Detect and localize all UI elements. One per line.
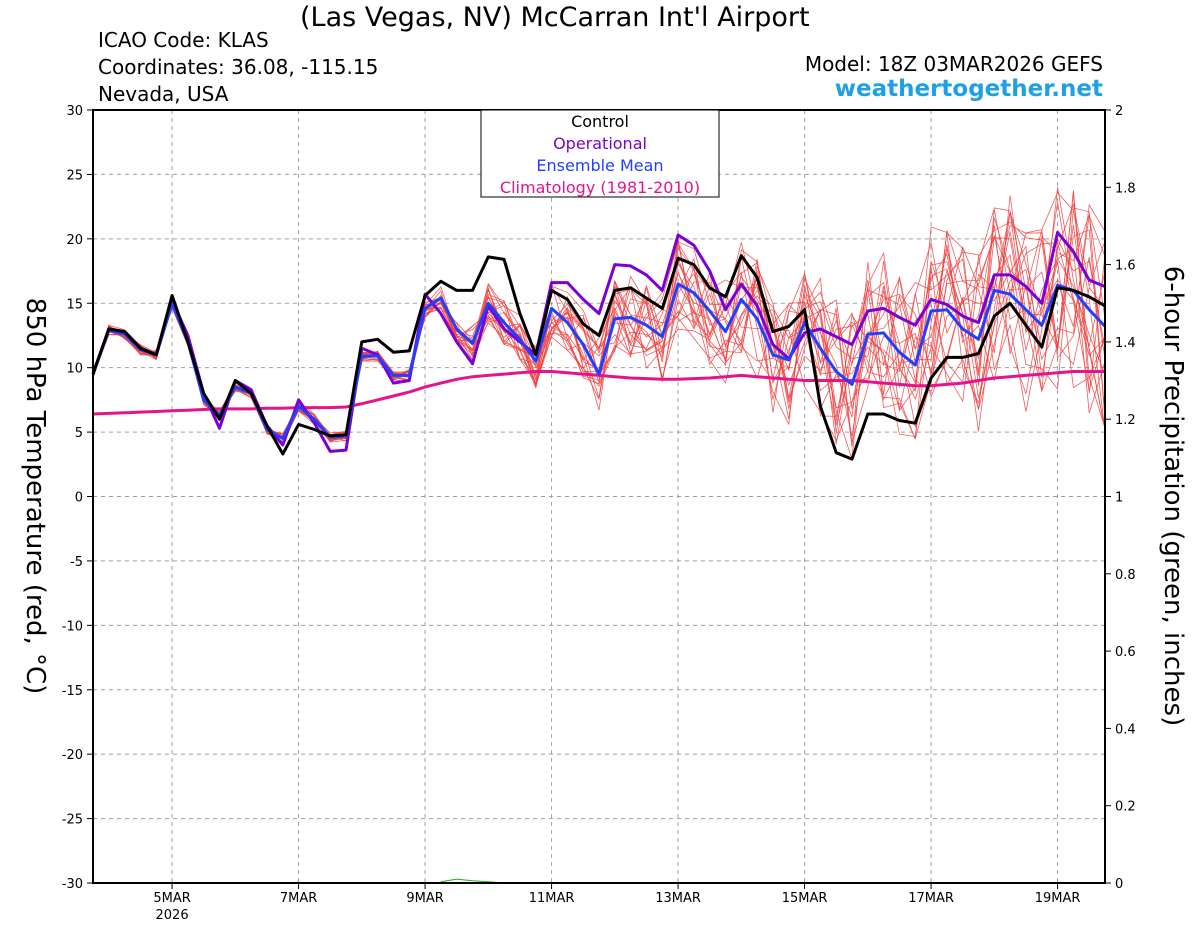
y-tick-label: 0 [75, 491, 83, 506]
legend-entry: Operational [553, 134, 647, 153]
y-tick-label: 30 [66, 104, 83, 119]
legend: Control Operational Ensemble Mean Climatolo… [480, 109, 720, 198]
y-tick-label: 25 [66, 168, 83, 183]
brand-link[interactable]: weathertogether.net [834, 76, 1103, 102]
x-tick-label: 9MAR [406, 891, 443, 906]
y2-tick-label: 0.2 [1115, 800, 1136, 815]
y-tick-label: -30 [62, 877, 83, 892]
coordinates: Coordinates: 36.08, -115.15 [98, 55, 379, 79]
y-tick-label: 5 [75, 426, 83, 441]
main-series [91, 230, 1107, 461]
y-ticks-right: 2 1.8 1.6 1.4 1.2 1 0.8 0.6 0.4 0.2 0 [1105, 104, 1136, 892]
legend-box [480, 109, 720, 198]
y2-tick-label: 1.4 [1115, 336, 1136, 351]
y-tick-label: 15 [66, 297, 83, 312]
x-tick-year: 2026 [156, 908, 189, 923]
x-tick-label: 19MAR [1035, 891, 1081, 906]
x-tick-label: 5MAR [153, 891, 190, 906]
y-tick-label: -20 [62, 748, 83, 763]
legend-entry: Ensemble Mean [536, 156, 663, 175]
chart-title: (Las Vegas, NV) McCarran Int'l Airport [300, 2, 810, 33]
y2-tick-label: 1.6 [1115, 259, 1136, 274]
x-tick-label: 11MAR [529, 891, 575, 906]
y2-tick-label: 1.2 [1115, 413, 1136, 428]
y2-tick-label: 1.8 [1115, 181, 1136, 196]
y2-tick-label: 0 [1115, 877, 1123, 892]
x-tick-label: 7MAR [280, 891, 317, 906]
y2-tick-label: 2 [1115, 104, 1123, 119]
y2-tick-label: 0.4 [1115, 722, 1136, 737]
y2-tick-label: 0.8 [1115, 568, 1136, 583]
x-tick-label: 17MAR [908, 891, 954, 906]
y-ticks-left: 30 25 20 15 10 5 0 -5 -10 -15 -20 -25 -30 [62, 104, 93, 892]
grid-lines [93, 110, 1105, 883]
icao-code: ICAO Code: KLAS [98, 28, 269, 52]
ensemble-members [92, 187, 1106, 460]
y-tick-label: -25 [62, 813, 83, 828]
ensemble-mean-line [91, 282, 1107, 440]
region: Nevada, USA [98, 82, 229, 106]
control-line [91, 254, 1106, 461]
ensemble-member-line [92, 212, 1106, 442]
ensemble-member-line [92, 202, 1106, 442]
y-tick-label: -10 [62, 619, 83, 634]
operational-line [91, 230, 1106, 453]
y-tick-label: 10 [66, 362, 83, 377]
y-tick-label: -15 [62, 684, 83, 699]
y2-tick-label: 1 [1115, 491, 1123, 506]
y-tick-label: -5 [70, 555, 83, 570]
x-tick-label: 13MAR [655, 891, 701, 906]
ensemble-member-line [92, 247, 1106, 443]
y-tick-label: 20 [66, 233, 83, 248]
legend-entry: Climatology (1981-2010) [500, 178, 700, 197]
model-run: Model: 18Z 03MAR2026 GEFS [804, 52, 1103, 76]
ensemble-member-line [92, 202, 1106, 443]
x-tick-label: 15MAR [782, 891, 828, 906]
x-ticks: 5MAR 2026 7MAR 9MAR 11MAR 13MAR 15MAR 17MAR 19MA… [153, 883, 1080, 923]
y2-tick-label: 0.6 [1115, 645, 1136, 660]
legend-entry: Control [571, 112, 629, 131]
